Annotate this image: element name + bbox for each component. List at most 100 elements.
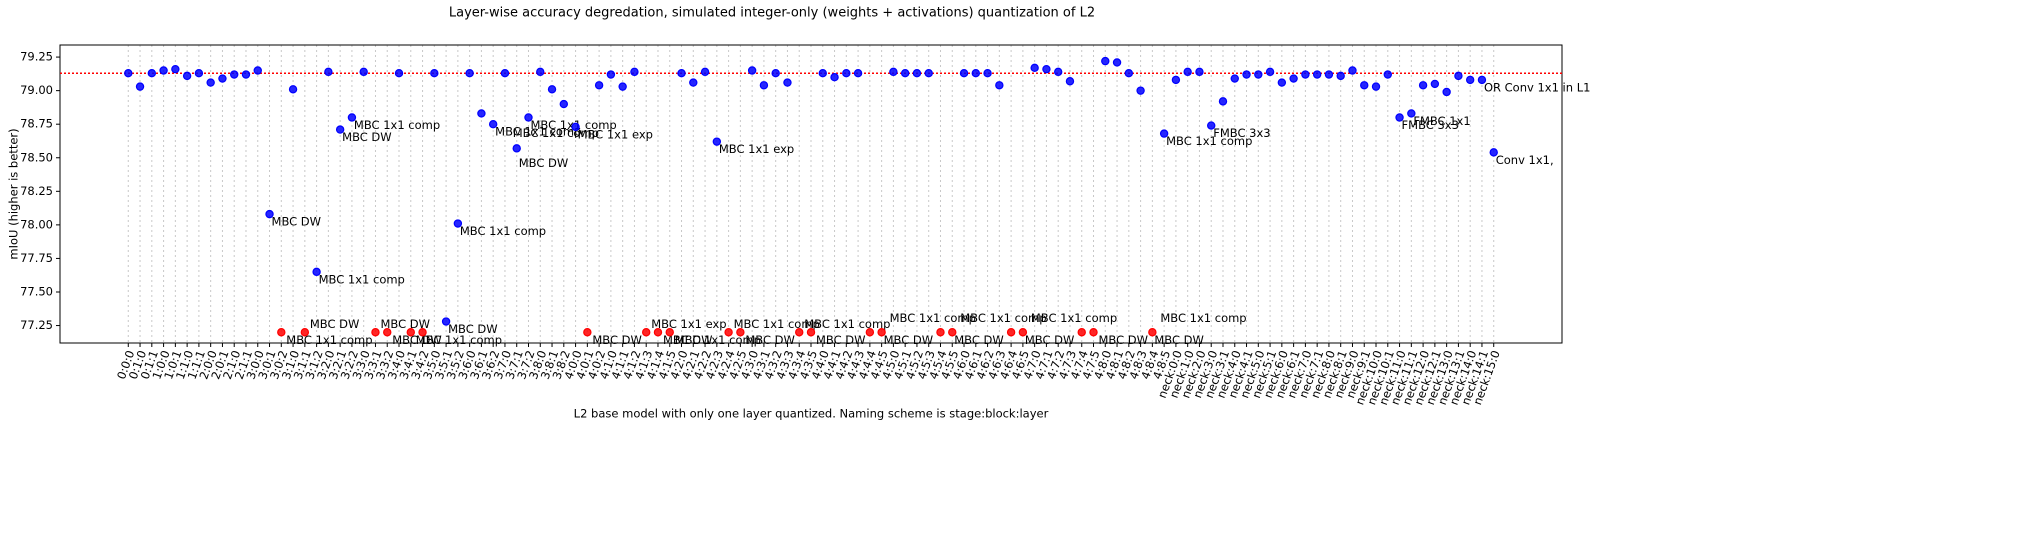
point-label: MBC 1x1 comp: [1031, 311, 1117, 325]
point-label: MBC DW: [592, 333, 642, 347]
point: [795, 328, 804, 337]
point: [559, 99, 569, 109]
point: [889, 67, 898, 77]
point: [689, 78, 698, 87]
y-tick-label: 77.75: [20, 251, 53, 265]
point-label: MBC DW: [342, 130, 392, 144]
point: [159, 66, 168, 75]
point-label: MBC DW: [519, 156, 569, 170]
chart-title: Layer-wise accuracy degredation, simulat…: [449, 6, 1095, 21]
point-label: FMBC 3x3: [1402, 118, 1459, 132]
point-label: MBC DW: [816, 333, 866, 347]
y-tick-label: 78.25: [20, 184, 53, 198]
point: [265, 209, 274, 219]
point: [677, 68, 686, 78]
point: [1371, 82, 1381, 91]
point-label: FMBC 3x3: [1213, 126, 1270, 140]
point: [406, 328, 415, 337]
point-label: MBC 1x1 comp: [319, 272, 405, 286]
point-label: MBC 1x1 comp: [460, 224, 546, 238]
point: [724, 328, 733, 337]
point: [736, 328, 745, 337]
point: [500, 68, 510, 78]
point: [1171, 75, 1181, 85]
point: [383, 328, 392, 337]
point: [1289, 74, 1298, 83]
point: [830, 73, 839, 82]
point: [1454, 71, 1463, 81]
point: [253, 66, 262, 75]
point: [630, 67, 639, 77]
y-tick-label: 79.00: [20, 83, 53, 97]
point: [1030, 63, 1039, 73]
point: [571, 122, 580, 132]
point: [747, 66, 757, 75]
point: [936, 328, 945, 337]
point-label: MBC DW: [663, 333, 713, 347]
point-label: MBC DW: [310, 317, 360, 331]
point: [759, 81, 769, 90]
y-tick-label: 78.50: [20, 150, 53, 164]
point: [971, 68, 980, 78]
point: [1136, 86, 1145, 95]
point-label: MBC 1x1 comp: [1160, 311, 1246, 325]
y-axis-label: mIoU (higher is better): [7, 128, 21, 259]
point: [488, 119, 498, 129]
point: [1077, 328, 1086, 337]
point-label: MBC 1x1 exp: [719, 142, 794, 156]
point: [1018, 328, 1028, 337]
point: [959, 68, 969, 78]
point-label: MBC DW: [272, 215, 322, 229]
point: [1324, 70, 1334, 79]
point-label: OR Conv 1x1 in L1: [1484, 80, 1590, 94]
point: [182, 71, 192, 81]
point: [842, 68, 851, 78]
point: [1042, 64, 1051, 74]
point: [218, 74, 227, 83]
point: [618, 82, 627, 91]
point: [1336, 71, 1345, 81]
point-label: FMBC 1x1: [1413, 114, 1470, 128]
point: [230, 70, 239, 79]
point: [465, 68, 474, 78]
point-label: MBC DW: [448, 322, 498, 336]
point-label: MBC 1x1 exp: [651, 317, 726, 331]
point: [1442, 87, 1451, 97]
point: [983, 68, 992, 78]
point: [912, 68, 922, 78]
point-label: MBC 1x1 comp: [1166, 134, 1252, 148]
point: [536, 67, 545, 77]
point: [1218, 97, 1228, 106]
point: [865, 328, 875, 337]
point: [642, 328, 651, 337]
point: [347, 113, 357, 122]
point: [877, 328, 886, 337]
point: [712, 137, 722, 146]
point: [700, 67, 710, 77]
point: [441, 317, 451, 326]
point-label: MBC 1x1 comp: [495, 125, 581, 139]
point: [1089, 328, 1098, 337]
point-label: MBC 1x1 comp: [416, 333, 502, 347]
point-label: MBC 1x1 comp: [286, 333, 372, 347]
point: [300, 328, 310, 337]
plot-frame: [59, 44, 1563, 344]
point: [135, 82, 145, 91]
point: [1277, 78, 1287, 87]
point: [171, 64, 180, 74]
point: [1207, 121, 1216, 130]
y-tick-label: 77.50: [20, 284, 53, 298]
point: [1183, 67, 1192, 77]
point: [1101, 56, 1110, 66]
point: [1195, 67, 1204, 77]
y-tick-label: 78.75: [20, 117, 53, 131]
point: [512, 144, 521, 153]
point: [194, 68, 204, 78]
point-label: MBC DW: [1154, 333, 1204, 347]
point: [453, 219, 463, 228]
point-label: MBC 1x1 comp: [890, 311, 976, 325]
point-label: MBC 1x1 comp: [960, 311, 1046, 325]
y-tick-label: 77.25: [20, 318, 53, 332]
point: [1348, 66, 1357, 75]
